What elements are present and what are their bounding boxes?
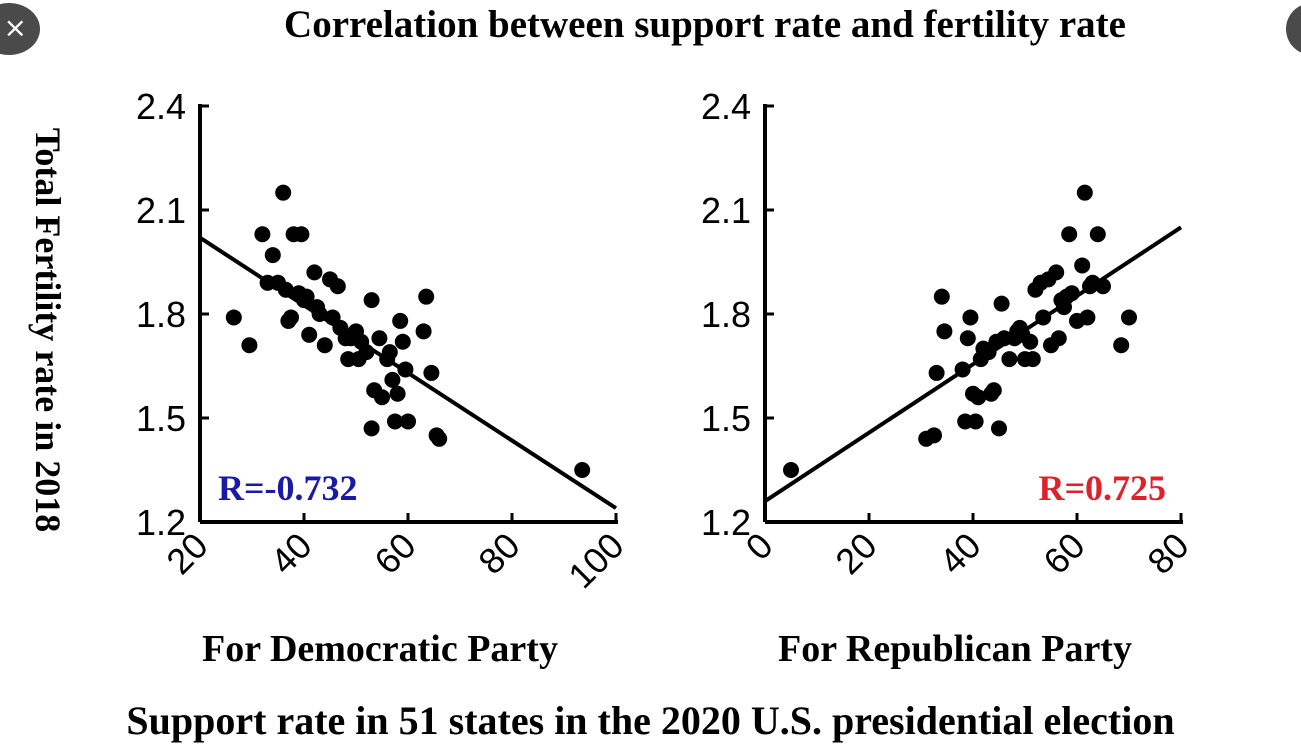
data-point-republican	[962, 309, 979, 326]
data-point-republican	[993, 295, 1010, 312]
data-point-republican	[1089, 226, 1106, 243]
data-point-democratic	[371, 330, 388, 347]
data-point-republican	[928, 364, 945, 381]
data-point-republican	[1079, 309, 1096, 326]
x-tick-label-democratic: 80	[470, 525, 527, 582]
data-point-democratic	[387, 413, 403, 430]
data-point-republican	[936, 323, 953, 340]
data-point-democratic	[381, 344, 398, 361]
data-point-republican	[1050, 330, 1067, 347]
data-point-republican	[783, 462, 799, 478]
data-point-republican	[1022, 333, 1039, 350]
close-icon: ×	[3, 11, 27, 44]
data-point-republican	[1061, 226, 1078, 243]
data-point-democratic	[394, 333, 411, 350]
next-button[interactable]	[1286, 3, 1301, 55]
data-point-republican	[954, 361, 971, 378]
trendline-republican	[763, 225, 1183, 503]
correlation-label-republican: R=0.725	[1038, 468, 1166, 508]
data-point-republican	[1048, 264, 1065, 281]
x-tick-label-republican: 0	[738, 525, 781, 568]
y-tick-label-republican: 1.2	[701, 502, 751, 543]
data-point-democratic	[298, 288, 315, 305]
data-point-democratic	[275, 184, 292, 201]
x-tick-label-republican: 40	[931, 525, 988, 582]
data-point-democratic	[329, 278, 346, 295]
data-point-democratic	[225, 309, 242, 326]
data-point-democratic	[264, 247, 281, 264]
data-point-democratic	[316, 337, 333, 354]
data-point-republican	[970, 389, 987, 406]
data-point-republican	[991, 420, 1007, 437]
x-tick-label-republican: 20	[827, 525, 884, 582]
y-tick-label-democratic: 2.4	[136, 86, 186, 127]
data-point-republican	[926, 427, 942, 444]
data-point-democratic	[358, 344, 375, 361]
data-point-democratic	[363, 292, 380, 309]
chart-title: Correlation between support rate and fer…	[284, 3, 1126, 46]
data-point-democratic	[389, 385, 406, 402]
data-point-republican	[985, 382, 1002, 399]
y-tick-label-democratic: 1.8	[136, 294, 186, 335]
y-tick-label-republican: 2.1	[701, 190, 751, 231]
x-tick-label-democratic: 40	[262, 525, 319, 582]
data-point-democratic	[431, 430, 448, 447]
data-point-democratic	[306, 264, 323, 281]
data-point-democratic	[400, 413, 416, 430]
data-point-democratic	[363, 420, 380, 437]
data-point-democratic	[301, 326, 318, 343]
x-axis-label-republican: For Republican Party	[778, 628, 1132, 670]
data-point-democratic	[418, 288, 435, 305]
correlation-label-democratic: R=-0.732	[218, 468, 358, 508]
y-tick-label-republican: 2.4	[701, 86, 751, 127]
data-point-democratic	[384, 371, 401, 388]
data-point-republican	[1121, 309, 1137, 326]
x-tick-label-republican: 80	[1139, 525, 1196, 582]
x-tick-label-democratic: 100	[560, 525, 631, 596]
data-point-republican	[1113, 337, 1130, 354]
x-tick-label-democratic: 60	[366, 525, 423, 582]
data-point-democratic	[374, 389, 390, 406]
data-point-democratic	[241, 337, 258, 354]
data-point-republican	[1063, 285, 1080, 302]
data-point-democratic	[277, 281, 294, 298]
data-point-republican	[967, 413, 984, 430]
y-tick-label-democratic: 1.5	[136, 398, 186, 439]
x-tick-label-republican: 60	[1035, 525, 1092, 582]
data-point-democratic	[254, 226, 271, 243]
data-point-democratic	[293, 226, 310, 243]
data-point-democratic	[311, 306, 328, 322]
data-point-democratic	[423, 364, 440, 381]
data-point-republican	[1001, 351, 1018, 368]
data-point-republican	[959, 330, 976, 347]
data-point-democratic	[397, 361, 414, 378]
data-point-democratic	[574, 462, 591, 478]
data-point-republican	[1095, 278, 1111, 295]
data-point-republican	[1024, 351, 1041, 368]
data-point-republican	[1076, 184, 1093, 201]
y-tick-label-democratic: 1.2	[136, 502, 186, 543]
x-axis-label-democratic: For Democratic Party	[202, 628, 558, 670]
y-tick-label-republican: 1.5	[701, 398, 751, 439]
data-point-republican	[1074, 257, 1091, 274]
data-point-republican	[933, 288, 950, 305]
data-point-democratic	[392, 312, 409, 329]
data-point-democratic	[415, 323, 432, 340]
shared-x-axis-title: Support rate in 51 states in the 2020 U.…	[126, 698, 1175, 743]
data-point-democratic	[283, 309, 299, 326]
data-point-republican	[1035, 309, 1052, 326]
y-tick-label-republican: 1.8	[701, 294, 751, 335]
y-tick-label-democratic: 2.1	[136, 190, 186, 231]
